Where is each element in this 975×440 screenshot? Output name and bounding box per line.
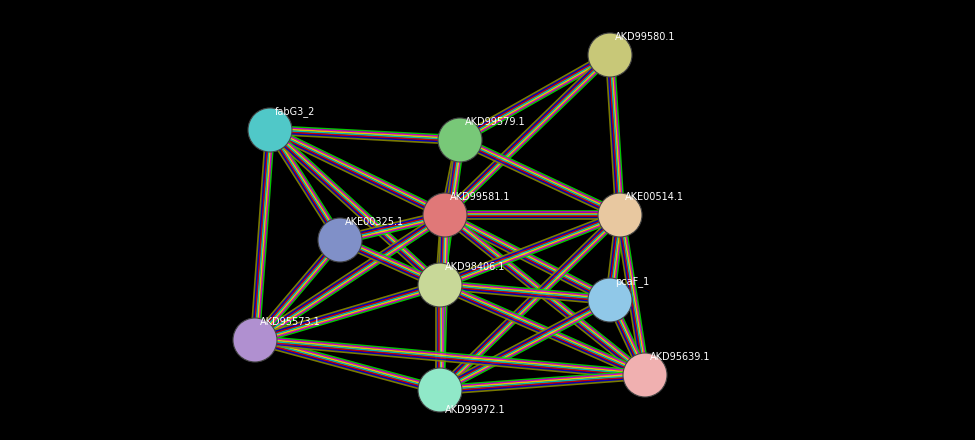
Ellipse shape [233,318,277,362]
Text: AKD99581.1: AKD99581.1 [450,192,511,202]
Ellipse shape [418,263,462,307]
Text: fabG3_2: fabG3_2 [275,106,315,117]
Ellipse shape [318,218,362,262]
Text: AKD99580.1: AKD99580.1 [615,32,676,42]
Text: AKE00514.1: AKE00514.1 [625,192,684,202]
Ellipse shape [438,118,482,162]
Text: AKE00325.1: AKE00325.1 [345,217,404,227]
Ellipse shape [248,108,292,152]
Text: AKD95573.1: AKD95573.1 [260,317,321,327]
Ellipse shape [588,278,632,322]
Text: pcaF_1: pcaF_1 [615,277,649,287]
Ellipse shape [623,353,667,397]
Text: AKD99972.1: AKD99972.1 [445,405,506,415]
Ellipse shape [423,193,467,237]
Ellipse shape [598,193,642,237]
Ellipse shape [418,368,462,412]
Ellipse shape [588,33,632,77]
Text: AKD99579.1: AKD99579.1 [465,117,526,127]
Text: AKD95639.1: AKD95639.1 [650,352,711,362]
Text: AKD98406.1: AKD98406.1 [445,262,505,272]
